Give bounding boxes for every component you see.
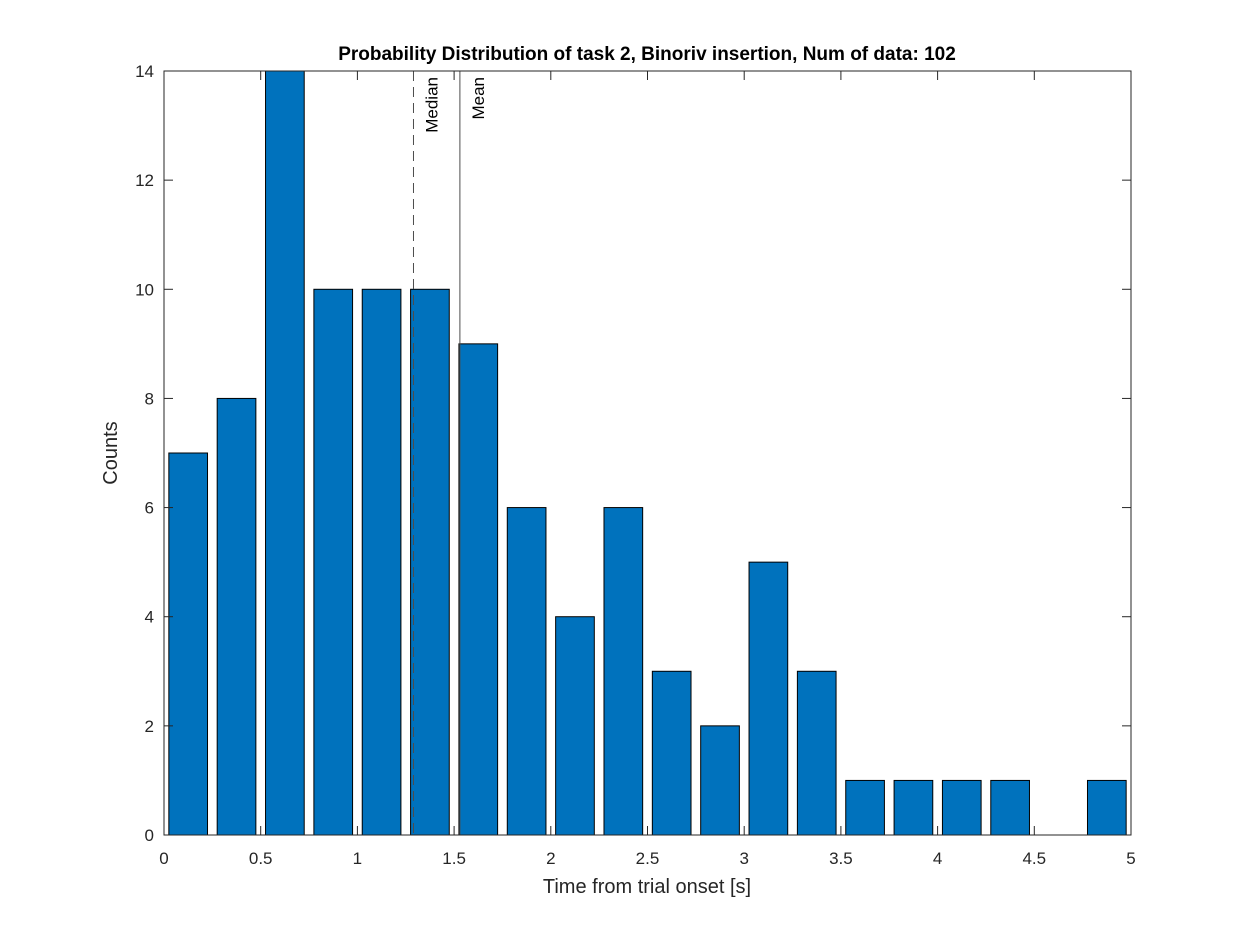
x-tick-label: 4 [933, 849, 942, 868]
y-tick-label: 6 [145, 499, 154, 518]
histogram-bar [845, 779, 885, 836]
median-label: Median [422, 77, 441, 133]
histogram-bar [506, 507, 547, 836]
histogram-bar [168, 452, 209, 836]
mean-label: Mean [469, 77, 488, 120]
x-tick-label: 0 [159, 849, 168, 868]
x-axis: 0 0.5 1 1.5 2 2.5 3 3.5 4 4.5 5 [159, 71, 1136, 868]
y-tick-label: 12 [135, 171, 154, 190]
histogram-bar [216, 397, 257, 836]
x-tick-label: 0.5 [249, 849, 273, 868]
histogram-bar [893, 779, 934, 836]
x-tick-label: 1 [353, 849, 362, 868]
x-tick-label: 1.5 [442, 849, 466, 868]
y-tick-label: 0 [145, 826, 154, 845]
reference-lines: Median Mean [412, 71, 488, 835]
histogram-bar [941, 779, 982, 836]
histogram-bar [555, 616, 595, 836]
histogram-bar [458, 343, 499, 836]
plot-area [164, 71, 1131, 835]
y-axis: 0 2 4 6 8 10 12 14 [135, 62, 1131, 845]
x-tick-label: 2 [546, 849, 555, 868]
y-axis-title: Counts [100, 421, 122, 484]
x-tick-label: 3 [739, 849, 748, 868]
histogram-bar [700, 725, 740, 836]
histogram-bar [796, 670, 837, 836]
x-tick-label: 5 [1126, 849, 1135, 868]
histogram-bar [410, 288, 450, 836]
x-tick-label: 3.5 [829, 849, 853, 868]
chart-title: Probability Distribution of task 2, Bino… [338, 44, 956, 65]
histogram-bar [990, 779, 1030, 836]
y-tick-label: 14 [135, 62, 154, 81]
histogram-bar [1086, 779, 1127, 836]
histogram-bar [748, 561, 789, 836]
histogram-bar [361, 288, 402, 836]
histogram-bar [265, 70, 305, 836]
x-tick-label: 2.5 [636, 849, 660, 868]
y-tick-label: 8 [145, 389, 154, 408]
y-tick-label: 4 [145, 608, 154, 627]
y-tick-label: 10 [135, 280, 154, 299]
bars [168, 70, 1127, 836]
histogram-bar [313, 288, 354, 836]
x-axis-title: Time from trial onset [s] [543, 876, 751, 898]
histogram-bar [603, 507, 644, 836]
histogram-bar [651, 670, 692, 836]
y-tick-label: 2 [145, 717, 154, 736]
x-tick-label: 4.5 [1022, 849, 1046, 868]
